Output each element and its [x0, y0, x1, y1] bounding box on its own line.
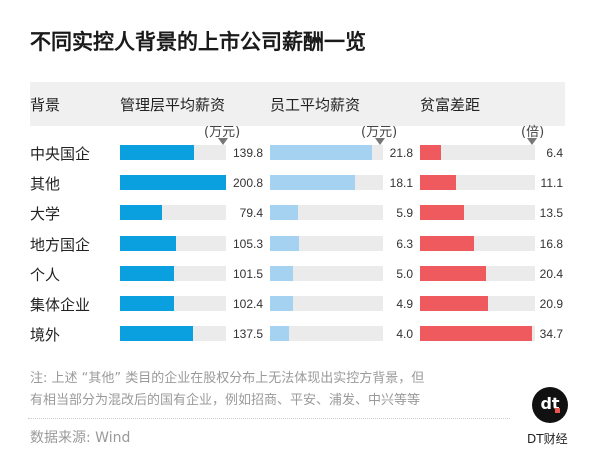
value-label: 34.7 [539, 327, 563, 341]
bar-track [270, 205, 383, 220]
value-label: 105.3 [232, 237, 263, 251]
chart-title: 不同实控人背景的上市公司薪酬一览 [30, 30, 366, 54]
bar [120, 205, 162, 220]
bar [120, 236, 176, 251]
row-label: 个人 [30, 266, 61, 284]
bar-track [270, 145, 383, 160]
row-label: 中央国企 [30, 145, 91, 163]
unit-label: (万元) [361, 125, 398, 140]
bar [270, 296, 293, 311]
bar [420, 266, 486, 281]
header-wealth-gap: 贫富差距 [420, 96, 481, 114]
value-label: 4.0 [396, 327, 413, 341]
row-label: 集体企业 [30, 296, 91, 314]
bar-track [270, 296, 383, 311]
value-label: 101.5 [232, 267, 263, 281]
bar [420, 296, 488, 311]
unit-pointer-icon [527, 138, 537, 145]
value-label: 4.9 [396, 297, 413, 311]
bar-track [270, 266, 383, 281]
dt-logo-icon: dt [532, 387, 568, 423]
value-label: 18.1 [389, 176, 413, 190]
bar-track [420, 175, 535, 190]
bar [270, 145, 372, 160]
bar [420, 145, 441, 160]
value-label: 200.8 [232, 176, 263, 190]
bar [420, 205, 464, 220]
bar-track [420, 266, 535, 281]
bar [120, 296, 174, 311]
header-mgmt-salary: 管理层平均薪资 [120, 96, 226, 114]
bar [120, 326, 193, 341]
bar-track [420, 326, 535, 341]
bar [420, 175, 456, 190]
value-label: 6.4 [546, 146, 563, 160]
header-category: 背景 [30, 96, 61, 114]
header-employee-salary: 员工平均薪资 [270, 96, 361, 114]
value-label: 5.9 [396, 206, 413, 220]
bar [270, 175, 355, 190]
bar [270, 236, 300, 251]
row-label: 地方国企 [30, 236, 91, 254]
bar [270, 266, 294, 281]
unit-label: (万元) [204, 125, 241, 140]
divider [28, 418, 510, 419]
value-label: 20.9 [539, 297, 563, 311]
bar [270, 326, 289, 341]
data-source: 数据来源: Wind [30, 430, 131, 446]
value-label: 11.1 [540, 176, 563, 190]
value-label: 13.5 [539, 206, 563, 220]
bar-track [270, 236, 383, 251]
bar-track [120, 205, 226, 220]
note-line-1: 注: 上述 “其他” 类目的企业在股权分布上无法体现出实控方背景，但 [30, 371, 425, 386]
bar-track [120, 236, 226, 251]
bar [420, 236, 475, 251]
unit-pointer-icon [375, 138, 385, 145]
bar-track [120, 145, 226, 160]
value-label: 6.3 [396, 237, 413, 251]
table-header: 背景 管理层平均薪资 员工平均薪资 贫富差距 [30, 82, 565, 126]
bar-track [120, 175, 226, 190]
bar-track [420, 205, 535, 220]
bar-track [420, 145, 535, 160]
bar-track [120, 326, 226, 341]
value-label: 5.0 [396, 267, 413, 281]
value-label: 79.4 [239, 206, 263, 220]
value-label: 102.4 [232, 297, 263, 311]
unit-label: (倍) [521, 125, 545, 140]
value-label: 20.4 [539, 267, 563, 281]
logo-mark: dt [540, 394, 560, 413]
bar [420, 326, 533, 341]
row-label: 大学 [30, 205, 61, 223]
note-line-2: 有相当部分为混改后的国有企业，例如招商、平安、浦发、中兴等等 [30, 393, 421, 408]
row-label: 其他 [30, 175, 61, 193]
bar-track [120, 296, 226, 311]
bar-track [120, 266, 226, 281]
value-label: 16.8 [539, 237, 563, 251]
bar-track [270, 175, 383, 190]
bar-track [420, 236, 535, 251]
row-label: 境外 [30, 326, 61, 344]
bar-track [270, 326, 383, 341]
bar [120, 266, 174, 281]
value-label: 21.8 [389, 146, 413, 160]
unit-pointer-icon [218, 138, 228, 145]
logo-text: DT财经 [527, 432, 568, 446]
bar [120, 175, 226, 190]
value-label: 137.5 [232, 327, 263, 341]
bar [270, 205, 298, 220]
bar-track [420, 296, 535, 311]
value-label: 139.8 [232, 146, 263, 160]
bar [120, 145, 194, 160]
